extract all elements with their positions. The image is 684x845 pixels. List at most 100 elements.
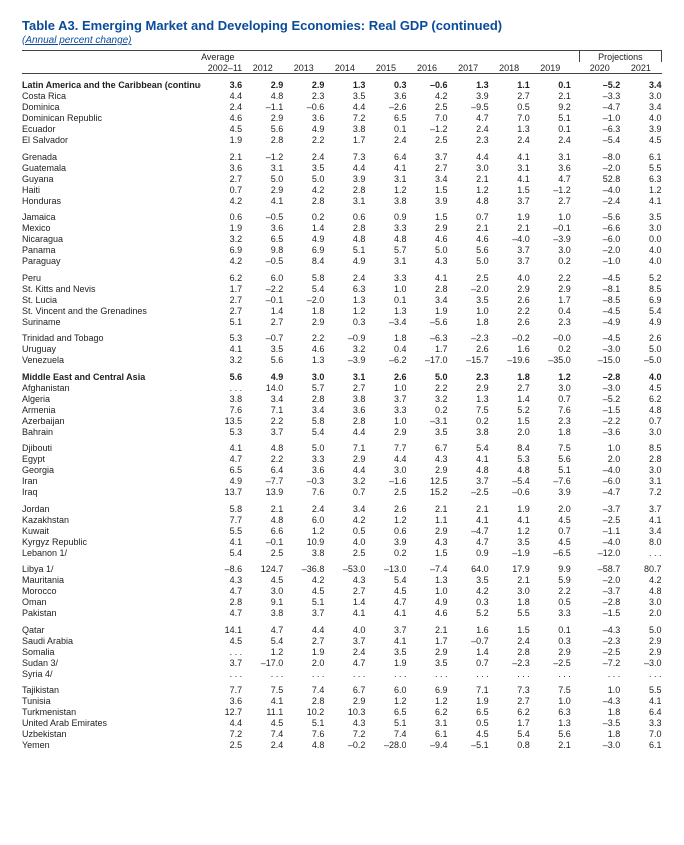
- value-cell: 1.8: [489, 597, 530, 608]
- projection-cell: –1.1: [579, 525, 620, 536]
- value-cell: 6.5: [201, 465, 242, 476]
- table-row: Guyana2.75.05.03.93.13.42.14.14.752.86.3: [22, 173, 662, 184]
- value-cell: 3.3: [365, 267, 406, 284]
- projection-cell: –58.7: [579, 558, 620, 575]
- value-cell: 0.7: [324, 487, 365, 498]
- value-cell: 15.2: [406, 487, 447, 498]
- table-row: St. Lucia2.7–0.1–2.01.30.13.43.52.61.7–8…: [22, 294, 662, 305]
- projection-cell: –1.0: [579, 256, 620, 267]
- value-cell: 0.7: [448, 657, 489, 668]
- projection-cell: 2.6: [620, 327, 661, 344]
- value-cell: 6.0: [242, 267, 283, 284]
- value-cell: 5.3: [201, 426, 242, 437]
- projection-cell: –2.5: [579, 646, 620, 657]
- value-cell: 2.5: [324, 547, 365, 558]
- country-name: Azerbaijan: [22, 415, 201, 426]
- value-cell: 4.6: [201, 113, 242, 124]
- value-cell: 2.6: [489, 294, 530, 305]
- value-cell: 4.9: [406, 597, 447, 608]
- country-name: Lebanon 1/: [22, 547, 201, 558]
- projection-cell: 3.0: [620, 91, 661, 102]
- projection-cell: –4.5: [579, 305, 620, 316]
- value-cell: 2.4: [530, 135, 571, 146]
- header-year: 2012: [242, 62, 283, 74]
- value-cell: 3.8: [365, 195, 406, 206]
- value-cell: –17.0: [406, 355, 447, 366]
- value-cell: 3.5: [406, 426, 447, 437]
- table-row: Venezuela3.25.61.3–3.9–6.2–17.0–15.7–19.…: [22, 355, 662, 366]
- value-cell: 6.5: [448, 707, 489, 718]
- projection-cell: 52.8: [579, 173, 620, 184]
- value-cell: 5.3: [201, 327, 242, 344]
- projection-cell: –1.0: [579, 113, 620, 124]
- value-cell: 0.1: [530, 74, 571, 91]
- value-cell: 5.3: [489, 454, 530, 465]
- projection-cell: –6.3: [579, 124, 620, 135]
- value-cell: 2.6: [365, 366, 406, 383]
- value-cell: 4.1: [242, 195, 283, 206]
- value-cell: 2.1: [530, 91, 571, 102]
- value-cell: 2.9: [242, 74, 283, 91]
- value-cell: 3.6: [201, 696, 242, 707]
- country-name: Tajikistan: [22, 679, 201, 696]
- value-cell: 3.0: [283, 366, 324, 383]
- value-cell: 2.1: [242, 498, 283, 515]
- value-cell: 6.7: [406, 437, 447, 454]
- value-cell: 5.1: [283, 718, 324, 729]
- value-cell: 3.1: [489, 162, 530, 173]
- country-name: Djibouti: [22, 437, 201, 454]
- value-cell: 3.5: [448, 575, 489, 586]
- value-cell: 2.9: [324, 696, 365, 707]
- value-cell: 2.9: [324, 454, 365, 465]
- value-cell: –0.5: [242, 256, 283, 267]
- value-cell: –53.0: [324, 558, 365, 575]
- table-row: Paraguay4.2–0.58.44.93.14.35.03.70.2–1.0…: [22, 256, 662, 267]
- header-proj-year: 2020: [579, 62, 620, 74]
- value-cell: 2.1: [201, 146, 242, 163]
- country-name: Dominica: [22, 102, 201, 113]
- value-cell: 3.2: [406, 393, 447, 404]
- value-cell: 0.7: [530, 393, 571, 404]
- value-cell: 0.2: [365, 547, 406, 558]
- value-cell: . . .: [324, 668, 365, 679]
- value-cell: –0.3: [283, 476, 324, 487]
- value-cell: 0.2: [530, 256, 571, 267]
- value-cell: . . .: [406, 668, 447, 679]
- value-cell: 2.9: [283, 316, 324, 327]
- value-cell: 7.3: [324, 146, 365, 163]
- table-row: Guatemala3.63.13.54.44.12.73.03.13.6–2.0…: [22, 162, 662, 173]
- projection-cell: –8.1: [579, 283, 620, 294]
- projection-cell: 3.1: [620, 476, 661, 487]
- projection-cell: 4.0: [620, 256, 661, 267]
- value-cell: 3.1: [242, 162, 283, 173]
- table-row: Oman2.89.15.11.44.74.90.31.80.5–2.83.0: [22, 597, 662, 608]
- value-cell: 2.9: [242, 184, 283, 195]
- country-name: Panama: [22, 245, 201, 256]
- value-cell: 3.5: [489, 536, 530, 547]
- projection-cell: –1.5: [579, 404, 620, 415]
- country-name: Pakistan: [22, 608, 201, 619]
- value-cell: 2.4: [365, 135, 406, 146]
- value-cell: 2.9: [365, 426, 406, 437]
- value-cell: 2.2: [530, 586, 571, 597]
- header-proj-year: 2021: [620, 62, 661, 74]
- value-cell: 1.5: [406, 184, 447, 195]
- projection-cell: 8.0: [620, 536, 661, 547]
- table-row: Turkmenistan12.711.110.210.36.56.26.56.2…: [22, 707, 662, 718]
- value-cell: 1.2: [365, 514, 406, 525]
- value-cell: 4.1: [242, 696, 283, 707]
- value-cell: 3.4: [283, 404, 324, 415]
- value-cell: 2.9: [448, 382, 489, 393]
- value-cell: 7.4: [283, 679, 324, 696]
- value-cell: 2.1: [489, 575, 530, 586]
- value-cell: 4.1: [365, 608, 406, 619]
- value-cell: 1.4: [324, 597, 365, 608]
- value-cell: 4.8: [242, 514, 283, 525]
- value-cell: 1.2: [324, 305, 365, 316]
- value-cell: 3.4: [406, 173, 447, 184]
- projection-cell: –6.0: [579, 234, 620, 245]
- value-cell: 2.7: [530, 195, 571, 206]
- value-cell: 4.9: [324, 256, 365, 267]
- value-cell: 4.1: [489, 146, 530, 163]
- value-cell: 2.9: [406, 465, 447, 476]
